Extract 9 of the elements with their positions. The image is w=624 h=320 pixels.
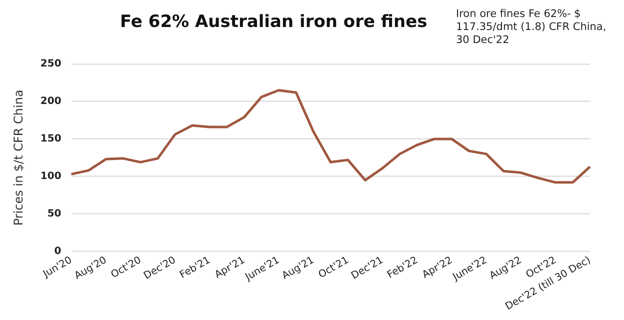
y-tick-label: 150 [40, 134, 62, 145]
y-tick-label: 200 [40, 96, 62, 108]
y-axis-title: Prices in $/t CFR China [11, 90, 26, 226]
y-tick-label: 0 [54, 246, 62, 257]
y-tick-label: 250 [40, 58, 62, 70]
y-tick-label: 50 [47, 208, 62, 220]
y-tick-label: 100 [40, 171, 62, 182]
chart-subtitle: Iron ore fines Fe 62%- $ 117.35/dmt (1.8) CFR China, 30 Dec'22 [456, 8, 608, 47]
chart-title: Fe 62% Australian iron ore fines [120, 12, 428, 32]
